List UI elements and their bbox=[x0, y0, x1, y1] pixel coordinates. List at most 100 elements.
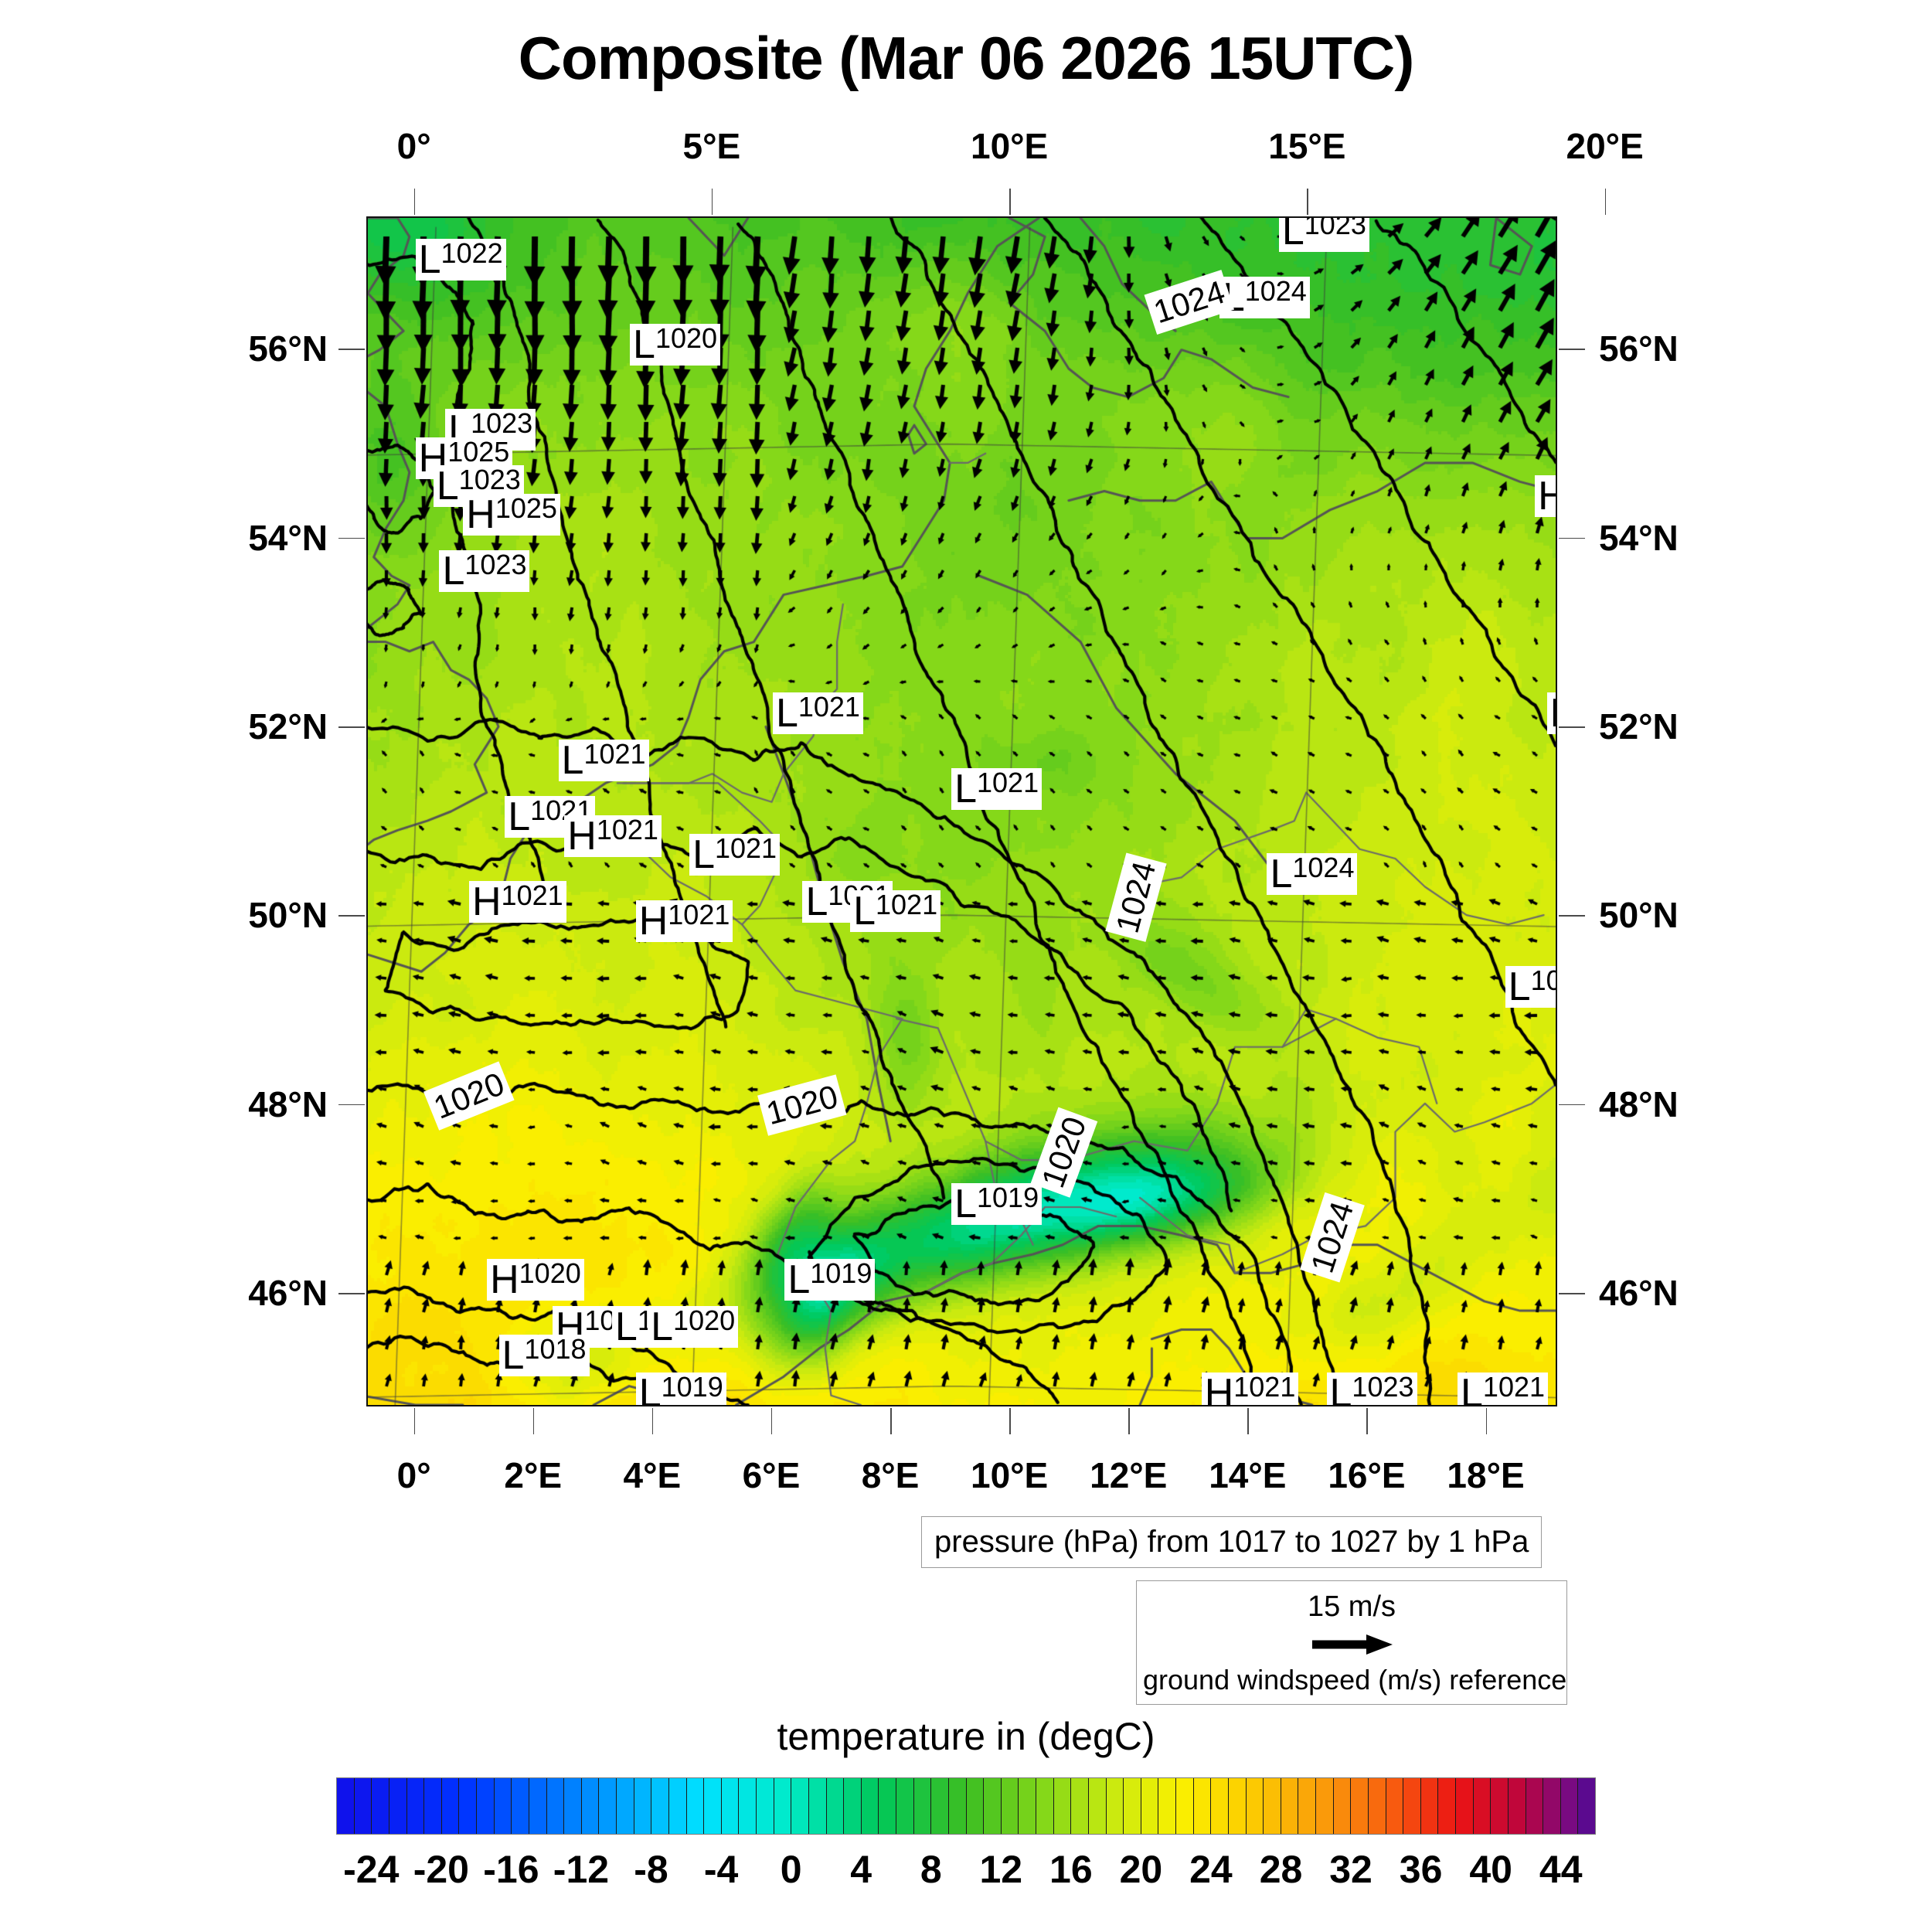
colorbar-segment bbox=[808, 1778, 827, 1834]
tick-right bbox=[1559, 726, 1585, 728]
pressure-center-value: 1021 bbox=[714, 832, 777, 865]
colorbar-segment bbox=[1001, 1778, 1019, 1834]
pressure-center-type: L bbox=[651, 1304, 674, 1350]
colorbar-tick: 44 bbox=[1539, 1848, 1583, 1891]
colorbar-segment bbox=[774, 1778, 792, 1834]
wind-legend-arrow-icon bbox=[1143, 1633, 1560, 1656]
tick-left bbox=[338, 915, 365, 917]
pressure-center-label: L1021 bbox=[772, 690, 863, 736]
colorbar-segment bbox=[1386, 1778, 1404, 1834]
colorbar-segment bbox=[512, 1778, 529, 1834]
tick-left bbox=[338, 537, 365, 539]
wind-legend-caption: ground windspeed (m/s) reference bbox=[1143, 1664, 1567, 1696]
page-title: Composite (Mar 06 2026 15UTC) bbox=[518, 24, 1415, 92]
pressure-center-type: L bbox=[633, 322, 655, 368]
colorbar-tick: -20 bbox=[413, 1848, 469, 1891]
tick-left bbox=[338, 1293, 365, 1294]
pressure-center-type: H bbox=[1538, 474, 1556, 519]
colorbar-segment bbox=[441, 1778, 460, 1834]
colorbar-segment bbox=[546, 1778, 565, 1834]
colorbar-segment bbox=[1246, 1778, 1264, 1834]
colorbar-segment bbox=[337, 1778, 355, 1834]
colorbar-segment bbox=[704, 1778, 722, 1834]
axis-label-top: 20°E bbox=[1566, 126, 1644, 166]
axis-label-right: 50°N bbox=[1599, 895, 1679, 936]
pressure-center-type: L bbox=[638, 1370, 662, 1406]
pressure-center-value: 1021 bbox=[668, 898, 730, 930]
pressure-center-value: 1021 bbox=[1482, 1370, 1546, 1403]
pressure-center-type: H bbox=[1204, 1370, 1234, 1406]
pressure-center-value: 1023 bbox=[464, 549, 527, 581]
colorbar-segment bbox=[948, 1778, 967, 1834]
pressure-center-label: L1024 bbox=[1219, 277, 1310, 318]
pressure-center-label: L1025 bbox=[1505, 966, 1556, 1009]
colorbar-segment bbox=[668, 1778, 687, 1834]
colorbar-segment bbox=[1543, 1778, 1561, 1834]
tick-bottom bbox=[651, 1408, 654, 1434]
colorbar-segment bbox=[1316, 1778, 1334, 1834]
colorbar-segment bbox=[1560, 1778, 1579, 1834]
pressure-center-value: 1020 bbox=[519, 1257, 581, 1290]
pressure-center-label: L1018 bbox=[498, 1334, 590, 1376]
axis-label-bottom: 6°E bbox=[742, 1455, 801, 1495]
pressure-center-label: L1021 bbox=[558, 737, 649, 783]
colorbar-segment bbox=[861, 1778, 879, 1834]
colorbar-segment bbox=[406, 1778, 425, 1834]
colorbar-segment bbox=[1526, 1778, 1544, 1834]
colorbar-segment bbox=[634, 1778, 652, 1834]
colorbar-segment bbox=[1124, 1778, 1141, 1834]
colorbar-segment bbox=[1368, 1778, 1386, 1834]
colorbar-tick: -24 bbox=[343, 1848, 400, 1891]
pressure-center-type: L bbox=[1461, 1370, 1483, 1406]
axis-label-right: 56°N bbox=[1599, 328, 1679, 369]
colorbar-segment bbox=[599, 1778, 617, 1834]
colorbar-segment bbox=[966, 1778, 985, 1834]
pressure-center-type: L bbox=[442, 549, 465, 594]
pressure-center-type: L bbox=[775, 690, 798, 736]
colorbar-segment bbox=[1193, 1778, 1212, 1834]
colorbar-segment bbox=[844, 1778, 862, 1834]
colorbar-tick: 4 bbox=[850, 1848, 872, 1891]
colorbar-segment bbox=[372, 1778, 389, 1834]
pressure-center-type: L bbox=[436, 464, 459, 509]
pressure-center-label: L1019 bbox=[784, 1259, 876, 1301]
pressure-center-label: L1021 bbox=[850, 890, 941, 933]
tick-bottom bbox=[532, 1408, 535, 1434]
colorbar-tick: 36 bbox=[1399, 1848, 1443, 1891]
tick-bottom bbox=[1247, 1408, 1249, 1434]
pressure-center-type: L bbox=[561, 737, 584, 783]
colorbar-segment bbox=[739, 1778, 757, 1834]
axis-label-top: 15°E bbox=[1268, 126, 1346, 166]
pressure-center-value: 1021 bbox=[1233, 1370, 1296, 1403]
pressure-center-label: H1021 bbox=[468, 881, 566, 923]
colorbar-segment bbox=[1438, 1778, 1456, 1834]
tick-top bbox=[413, 189, 416, 215]
pressure-center-label: L1022 bbox=[415, 239, 506, 281]
axis-label-right: 54°N bbox=[1599, 517, 1679, 558]
colorbar-segment bbox=[1071, 1778, 1089, 1834]
colorbar-tick-labels: -24 -20 -16 -12 -8 -4 0 4 8 12 16 20 24 28 32 36 40 44 bbox=[336, 1847, 1596, 1901]
axis-label-bottom: 10°E bbox=[971, 1455, 1049, 1495]
wind-reference-legend: 15 m/s ground windspeed (m/s) reference bbox=[1136, 1580, 1567, 1705]
colorbar-segment bbox=[1264, 1778, 1281, 1834]
axis-label-bottom: 4°E bbox=[623, 1455, 682, 1495]
axis-label-left: 50°N bbox=[248, 895, 328, 936]
tick-top bbox=[1604, 189, 1607, 215]
colorbar-segment bbox=[879, 1778, 896, 1834]
axis-label-bottom: 8°E bbox=[861, 1455, 920, 1495]
pressure-center-value: 1024 bbox=[1244, 275, 1307, 307]
colorbar-segment bbox=[757, 1778, 774, 1834]
colorbar-tick: -12 bbox=[553, 1848, 610, 1891]
axis-label-left: 54°N bbox=[248, 517, 328, 558]
colorbar-segment bbox=[1351, 1778, 1369, 1834]
colorbar-segment bbox=[1456, 1778, 1474, 1834]
pressure-center-label: H1021 bbox=[1201, 1370, 1299, 1406]
weather-map[interactable]: L1022 L1020 L1023 H1025 L1023 H1025 L1023 L1024… bbox=[366, 216, 1557, 1406]
colorbar-tick: -8 bbox=[634, 1848, 668, 1891]
pressure-center-value: 1023 bbox=[471, 407, 533, 440]
colorbar-segment bbox=[913, 1778, 932, 1834]
pressure-center-type: L bbox=[954, 1182, 977, 1227]
colorbar-segment bbox=[984, 1778, 1002, 1834]
temperature-colorbar[interactable] bbox=[336, 1777, 1596, 1835]
colorbar-segment bbox=[1176, 1778, 1194, 1834]
